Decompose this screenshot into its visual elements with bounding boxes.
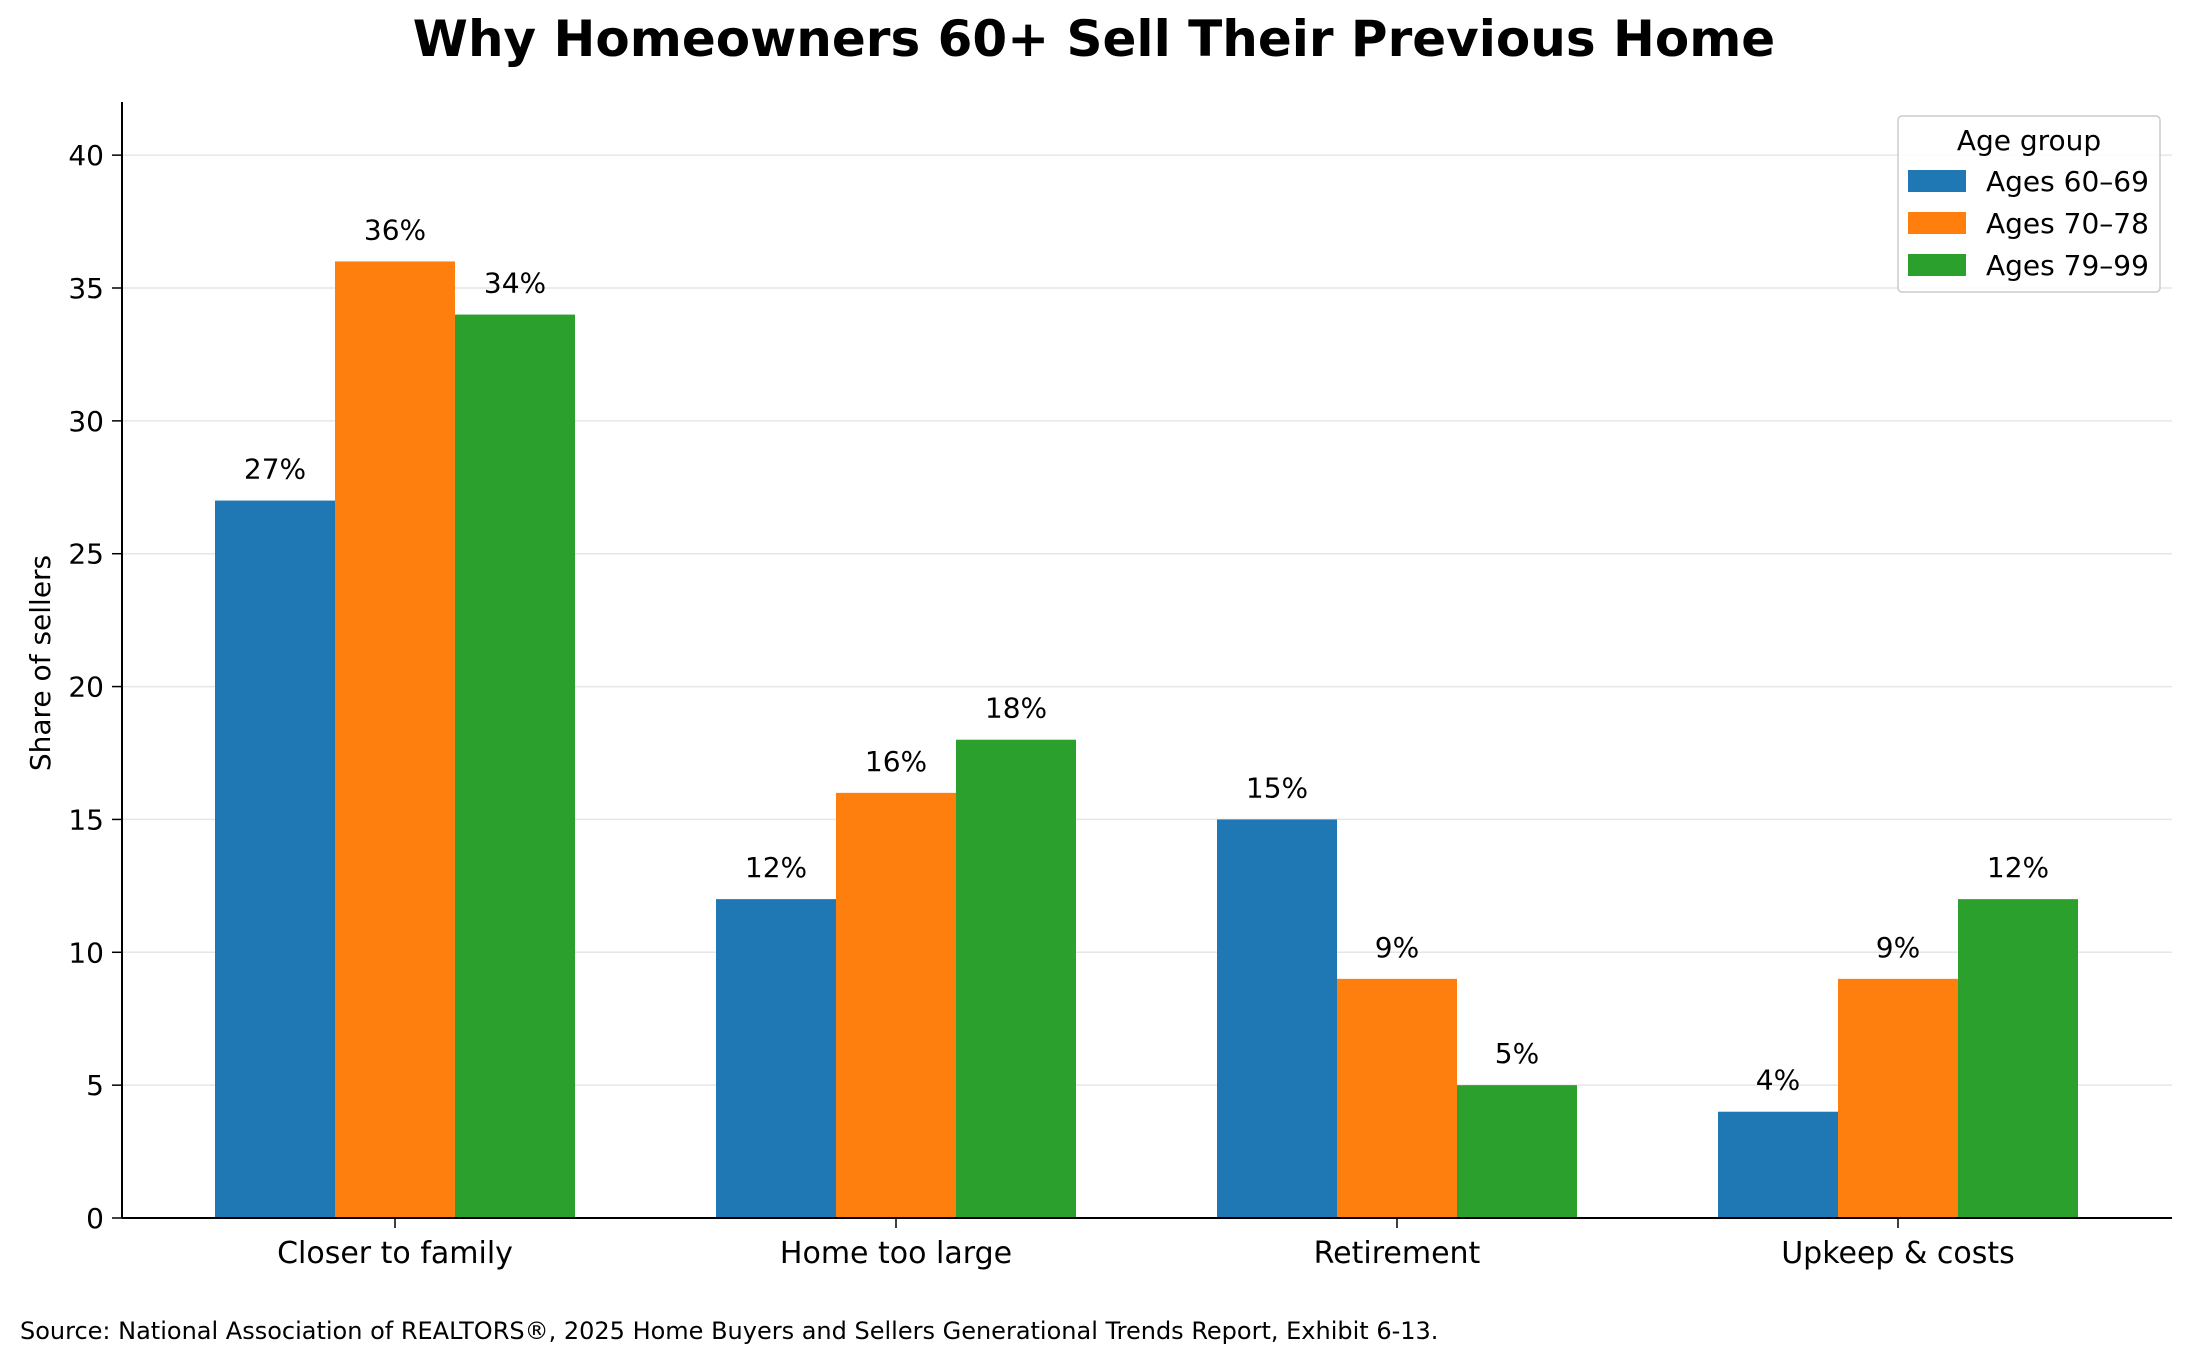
bar-data-label: 12%	[745, 851, 807, 884]
bar	[1217, 819, 1337, 1218]
legend-swatch	[1908, 212, 1966, 234]
bar-data-label: 36%	[364, 213, 426, 246]
x-tick-label: Closer to family	[277, 1236, 513, 1271]
bar	[1958, 899, 2078, 1218]
y-tick-label: 40	[68, 139, 104, 172]
bar	[1457, 1085, 1577, 1218]
y-tick-label: 10	[68, 936, 104, 969]
legend-entry: Ages 70–78	[1986, 207, 2149, 240]
bar	[836, 792, 956, 1218]
axes: 0 5 10 15 20 25 30 35 40 Closer to family Home too…	[68, 102, 2172, 1271]
legend-swatch	[1908, 254, 1966, 276]
y-axis-label: Share of sellers	[24, 555, 57, 771]
bar	[716, 899, 836, 1218]
data-labels: 27% 36% 34% 12% 16% 18% 15% 9% 5% 4% 9% 12%	[244, 213, 2049, 1096]
x-tick-label: Upkeep & costs	[1781, 1236, 2015, 1271]
bar-data-label: 5%	[1495, 1037, 1539, 1070]
bar-data-label: 9%	[1375, 931, 1419, 964]
bar	[1838, 978, 1958, 1218]
bars	[215, 261, 2078, 1219]
bar-data-label: 18%	[985, 692, 1047, 725]
y-tick-label: 25	[68, 538, 104, 571]
legend-title: Age group	[1957, 124, 2101, 157]
bar	[455, 314, 575, 1219]
bar	[335, 261, 455, 1218]
x-tick-label: Retirement	[1314, 1236, 1481, 1271]
bar	[956, 739, 1076, 1218]
bar-data-label: 4%	[1756, 1064, 1800, 1097]
y-tick-label: 5	[86, 1069, 104, 1102]
legend-entry: Ages 60–69	[1986, 165, 2149, 198]
bar	[215, 500, 335, 1219]
legend: Age group Ages 60–69 Ages 70–78 Ages 79–99	[1897, 115, 2161, 293]
bar-data-label: 15%	[1246, 771, 1308, 804]
y-tick-label: 30	[68, 405, 104, 438]
y-tick-label: 20	[68, 671, 104, 704]
y-tick-label: 0	[86, 1202, 104, 1235]
bar	[1718, 1111, 1838, 1218]
bar-data-label: 16%	[865, 745, 927, 778]
bar-data-label: 12%	[1987, 851, 2049, 884]
legend-box	[1897, 115, 2161, 293]
bar	[1337, 978, 1457, 1218]
y-tick-label: 15	[68, 803, 104, 836]
legend-entry: Ages 79–99	[1986, 249, 2149, 282]
bar-data-label: 34%	[484, 267, 546, 300]
legend-swatch	[1908, 170, 1966, 192]
x-tick-label: Home too large	[780, 1236, 1012, 1271]
bar-data-label: 9%	[1876, 931, 1920, 964]
source-note: Source: National Association of REALTORS…	[20, 1317, 1438, 1345]
chart-title: Why Homeowners 60+ Sell Their Previous H…	[413, 10, 1775, 68]
bar-data-label: 27%	[244, 453, 306, 486]
y-tick-label: 35	[68, 272, 104, 305]
